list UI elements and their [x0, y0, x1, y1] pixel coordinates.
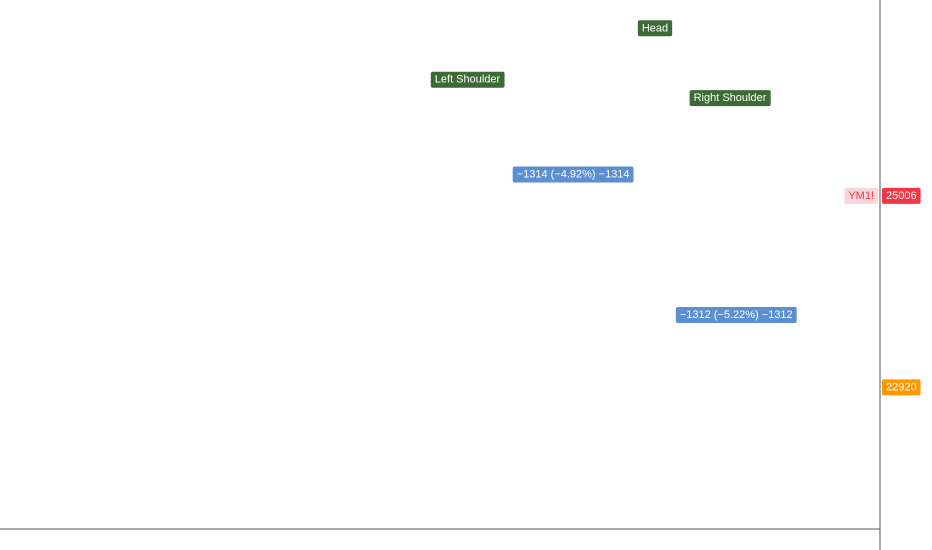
measure-label-text: −1314 (−4.92%) −1314	[517, 169, 630, 181]
pattern-label	[637, 20, 673, 37]
pattern-label-text: Right Shoulder	[694, 92, 767, 104]
pattern-label	[689, 90, 771, 107]
level-tag-text: 22920	[886, 381, 917, 393]
measure-label	[675, 307, 797, 324]
measure-label-text: −1312 (−5.22%) −1312	[680, 309, 793, 321]
pattern-label-text: Left Shoulder	[435, 74, 501, 86]
pattern-label	[430, 71, 505, 88]
last-price-tag	[882, 187, 921, 204]
pattern-label-text: Head	[642, 22, 668, 34]
symbol-tag	[844, 187, 878, 204]
symbol-tag-text: YM1!	[848, 190, 874, 202]
level-tag	[882, 379, 921, 396]
last-price-tag-text: 25006	[886, 190, 917, 202]
measure-label	[512, 166, 634, 183]
axes: 22920 25006 YM1!	[844, 187, 921, 396]
drawings: −1314 (−4.92%) −1314 −1312 (−5.22%) −1312…	[430, 20, 797, 324]
